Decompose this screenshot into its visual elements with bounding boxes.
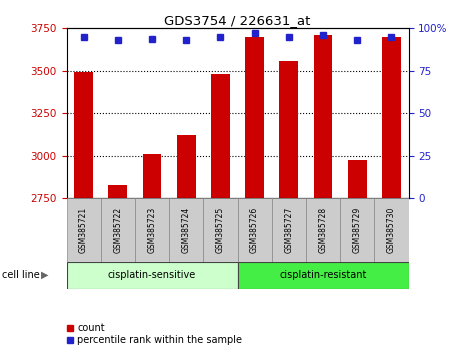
Bar — [374, 198, 408, 262]
Bar — [211, 74, 230, 198]
Bar — [66, 262, 238, 289]
Bar — [108, 185, 127, 198]
Bar — [306, 198, 340, 262]
Text: GSM385726: GSM385726 — [250, 207, 259, 253]
Bar — [238, 198, 272, 262]
Bar — [135, 198, 169, 262]
Bar — [348, 160, 367, 198]
Text: GSM385723: GSM385723 — [148, 207, 156, 253]
Text: GSM385721: GSM385721 — [79, 207, 88, 253]
Title: GDS3754 / 226631_at: GDS3754 / 226631_at — [164, 14, 311, 27]
Text: GSM385724: GSM385724 — [182, 207, 190, 253]
Text: GSM385729: GSM385729 — [353, 207, 361, 253]
Bar — [142, 154, 162, 198]
Bar — [169, 198, 203, 262]
Text: cisplatin-resistant: cisplatin-resistant — [279, 270, 367, 280]
Text: GSM385725: GSM385725 — [216, 207, 225, 253]
Bar — [382, 37, 401, 198]
Legend: count, percentile rank within the sample: count, percentile rank within the sample — [62, 319, 247, 349]
Bar — [177, 135, 196, 198]
Bar — [203, 198, 238, 262]
Bar — [101, 198, 135, 262]
Text: ▶: ▶ — [41, 270, 49, 280]
Text: GSM385728: GSM385728 — [319, 207, 327, 253]
Text: GSM385727: GSM385727 — [285, 207, 293, 253]
Text: GSM385730: GSM385730 — [387, 207, 396, 253]
Bar — [238, 262, 408, 289]
Bar — [279, 61, 298, 198]
Bar — [66, 198, 101, 262]
Text: GSM385722: GSM385722 — [114, 207, 122, 253]
Text: cell line: cell line — [2, 270, 40, 280]
Bar — [340, 198, 374, 262]
Text: cisplatin-sensitive: cisplatin-sensitive — [108, 270, 196, 280]
Bar — [245, 37, 264, 198]
Bar — [74, 73, 93, 198]
Bar — [314, 35, 332, 198]
Bar — [272, 198, 306, 262]
